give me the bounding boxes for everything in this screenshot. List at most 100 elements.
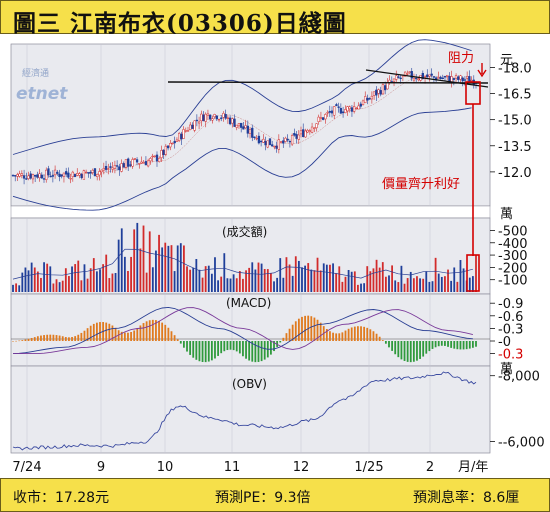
- candle-body-175: [399, 77, 402, 79]
- candle-body-67: [160, 150, 163, 158]
- macd-hist-bar-127: [406, 341, 409, 362]
- candle-body-112: [259, 140, 263, 143]
- macd-hist-bar-128: [409, 341, 412, 363]
- candle-body-55: [133, 158, 136, 160]
- volume-bar-27: [95, 271, 98, 292]
- macd-hist-bar-79: [257, 341, 260, 362]
- candle-body-153: [350, 107, 354, 112]
- candle-body-26: [69, 178, 72, 180]
- candle-body-107: [248, 129, 252, 134]
- volume-bar-111: [357, 284, 359, 292]
- candle-body-73: [173, 140, 176, 144]
- candle-body-133: [306, 130, 309, 133]
- candle-body-117: [271, 144, 274, 147]
- candle-body-71: [169, 142, 172, 148]
- volume-bar-145: [462, 268, 465, 292]
- candle-body-136: [313, 127, 316, 129]
- candle-body-12: [38, 173, 41, 179]
- candle-body-39: [98, 171, 101, 176]
- candle-body-63: [151, 155, 154, 158]
- candle-body-148: [339, 108, 343, 114]
- volume-bar-20: [74, 264, 77, 292]
- volume-bar-132: [422, 278, 425, 292]
- macd-hist-bar-31: [108, 323, 111, 341]
- month-label-2: 10: [157, 460, 174, 475]
- candle-body-68: [162, 149, 165, 155]
- macd-hist-bar-1: [15, 340, 18, 342]
- candle-body-32: [82, 170, 86, 180]
- macd-hist-bar-97: [313, 317, 316, 341]
- macd-hist-bar-129: [412, 341, 415, 362]
- candle-body-25: [67, 172, 70, 178]
- price-panel: [10, 43, 491, 207]
- volume-bar-51: [170, 245, 173, 292]
- candle-body-152: [348, 106, 351, 110]
- macd-hist-bar-21: [77, 334, 80, 341]
- candle-body-33: [84, 171, 88, 174]
- close-value: 17.28元: [55, 490, 110, 506]
- candle-body-178: [406, 73, 409, 75]
- volume-bar-138: [440, 276, 443, 292]
- volume-bar-99: [319, 270, 322, 292]
- candle-body-194: [441, 77, 444, 79]
- candle-body-14: [42, 178, 46, 180]
- volume-moving-average: [12, 248, 473, 280]
- macd-hist-bar-102: [329, 331, 331, 341]
- volume-bar-73: [238, 271, 241, 292]
- volume-bar-122: [391, 265, 394, 292]
- candle-body-77: [182, 129, 185, 139]
- macd-hist-bar-48: [161, 322, 164, 341]
- volume-bar-40: [136, 222, 139, 292]
- volume-bar-91: [294, 256, 297, 292]
- volume-bar-115: [369, 271, 372, 292]
- volume-bar-75: [245, 270, 247, 292]
- macd-hist-bar-19: [71, 337, 73, 341]
- macd-hist-bar-84: [273, 341, 275, 352]
- candle-body-53: [129, 164, 132, 166]
- bollinger-bands: [12, 39, 472, 211]
- macd-hist-bar-86: [279, 341, 282, 343]
- price-tick-4: -12.0: [498, 166, 532, 181]
- candle-body-19: [53, 169, 57, 176]
- volume-bar-93: [301, 267, 303, 292]
- macd-hist-bar-101: [325, 329, 328, 341]
- watermark-chinese: 經濟通: [22, 67, 49, 79]
- macd-hist-bar-113: [363, 326, 366, 341]
- title-bar: 圖三 江南布衣(03306)日綫圖: [0, 0, 550, 37]
- macd-hist-bar-131: [419, 341, 421, 359]
- volume-bar-114: [366, 266, 369, 292]
- macd-hist-bar-55: [183, 341, 185, 348]
- candle-body-24: [65, 171, 68, 175]
- candle-body-115: [266, 140, 269, 148]
- candle-body-146: [335, 104, 338, 107]
- candle-body-18: [51, 175, 55, 177]
- candle-body-134: [308, 130, 312, 133]
- volume-bar-92: [297, 260, 300, 292]
- lower-band: [12, 107, 472, 211]
- macd-panel-label: (MACD): [226, 296, 271, 310]
- macd-hist-bar-52: [173, 335, 176, 341]
- macd-hist-bar-20: [74, 336, 77, 341]
- chart-svg: 經濟通 etnet (成交額) (MACD) (OBV) 元 -18.0 -16.…: [0, 34, 550, 478]
- macd-hist-bar-106: [341, 332, 344, 341]
- volume-bar-44: [148, 231, 151, 292]
- volume-bar-14: [55, 279, 58, 292]
- candle-body-185: [421, 72, 424, 79]
- macd-hist-bar-71: [232, 341, 235, 351]
- candle-body-16: [47, 168, 50, 176]
- macd-hist-bar-14: [55, 335, 58, 341]
- volume-tick-2: -300: [498, 249, 528, 264]
- volume-tick-3: -200: [498, 261, 528, 276]
- macd-hist-bar-137: [437, 341, 440, 347]
- volume-bar-23: [83, 264, 86, 292]
- month-label-4: 12: [293, 460, 310, 475]
- month-label-3: 11: [224, 460, 241, 475]
- candle-body-78: [184, 130, 187, 132]
- candle-body-27: [71, 171, 74, 177]
- volume-bar-84: [273, 281, 275, 292]
- candle-body-128: [295, 134, 298, 139]
- candle-body-54: [131, 159, 134, 167]
- candle-body-173: [395, 75, 398, 80]
- macd-hist-bar-23: [83, 330, 86, 341]
- resistance-line: [167, 81, 489, 84]
